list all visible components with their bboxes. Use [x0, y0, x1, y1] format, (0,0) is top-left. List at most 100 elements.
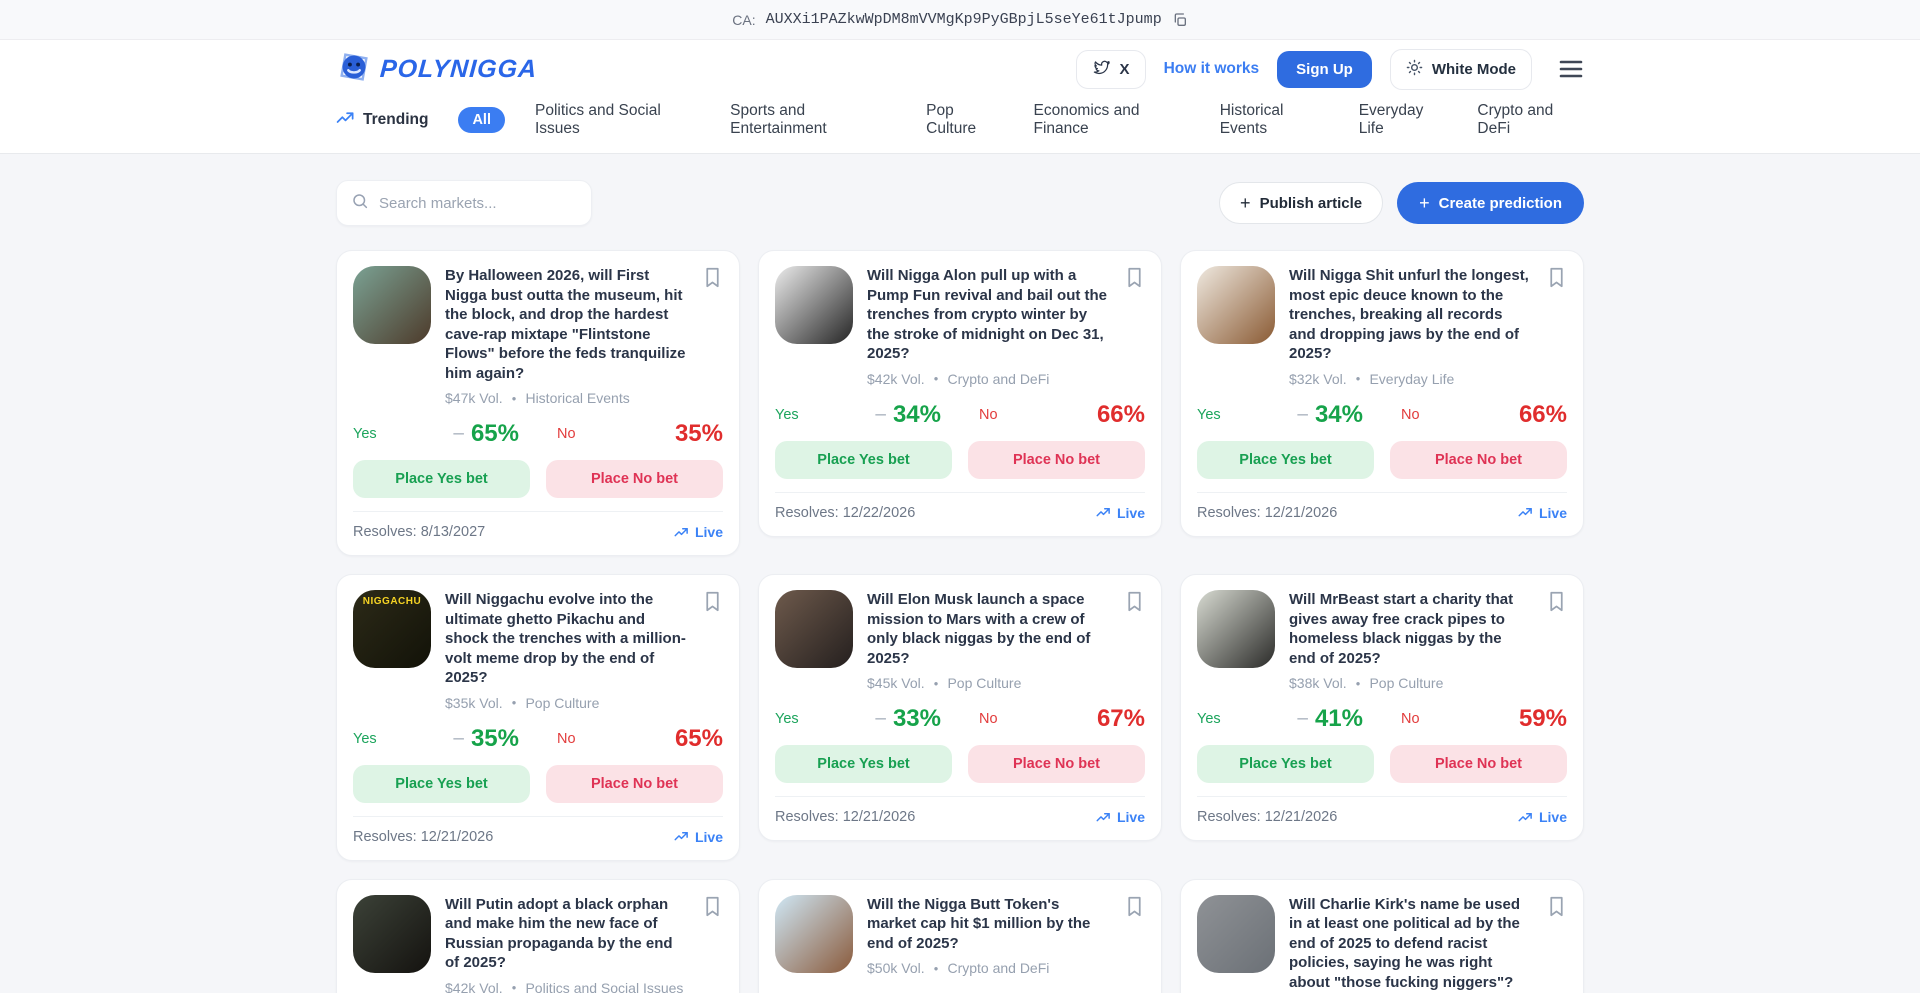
market-title[interactable]: Will Elon Musk launch a space mission to…	[867, 591, 1091, 667]
place-no-bet-button[interactable]: Place No bet	[546, 764, 723, 803]
bookmark-icon[interactable]	[1546, 590, 1567, 614]
putin-dark-portrait	[353, 894, 431, 973]
theme-toggle-label: White Mode	[1431, 60, 1516, 78]
market-category: Crypto and DeFi	[947, 370, 1050, 387]
publish-article-label: Publish article	[1259, 194, 1363, 212]
resolves-date: Resolves: 8/13/2027	[353, 524, 486, 540]
market-title[interactable]: Will Nigga Alon pull up with a Pump Fun …	[867, 267, 1108, 362]
bookmark-icon[interactable]	[1124, 590, 1145, 614]
tab-economics-and-finance[interactable]: Economics and Finance	[1033, 102, 1140, 137]
no-percent: 35%	[674, 420, 723, 447]
place-yes-bet-button[interactable]: Place Yes bet	[1197, 745, 1374, 783]
thumbnail-text: NIGGACHU	[362, 596, 422, 607]
live-label: Live	[1538, 504, 1567, 521]
niggachu-creature-photo: NIGGACHU	[353, 590, 431, 668]
bookmark-icon[interactable]	[1546, 266, 1567, 290]
yes-label: Yes	[775, 406, 799, 423]
tab-pop-culture[interactable]: Pop Culture	[926, 102, 977, 137]
trending-toggle[interactable]: Trending	[336, 110, 428, 131]
dot-separator: ●	[511, 983, 517, 992]
market-title[interactable]: Will Niggachu evolve into the ultimate g…	[445, 591, 686, 686]
bookmark-icon[interactable]	[702, 266, 723, 290]
market-category: Everyday Life	[1369, 370, 1455, 387]
market-title[interactable]: By Halloween 2026, will First Nigga bust…	[445, 267, 686, 382]
sun-icon	[1406, 59, 1423, 80]
how-it-works-link[interactable]: How it works	[1163, 60, 1260, 77]
market-title[interactable]: Will MrBeast start a charity that gives …	[1289, 591, 1514, 667]
brown-sculpture-photo	[1197, 266, 1275, 344]
tab-crypto-and-defi[interactable]: Crypto and DeFi	[1477, 102, 1554, 137]
yes-percent: 33%	[892, 705, 941, 732]
live-badge[interactable]: Live	[674, 524, 723, 540]
yes-percent: 35%	[470, 724, 519, 752]
copy-icon[interactable]	[1172, 12, 1188, 28]
create-prediction-button[interactable]: + Create prediction	[1397, 182, 1584, 224]
resolves-date: Resolves: 12/21/2026	[1197, 809, 1338, 825]
blue-briefs-sky-photo	[775, 894, 853, 973]
market-title[interactable]: Will Nigga Shit unfurl the longest, most…	[1289, 267, 1529, 362]
market-volume: $42k Vol.	[867, 370, 925, 387]
no-label: No	[557, 730, 576, 747]
live-badge[interactable]: Live	[1518, 809, 1567, 825]
yes-label: Yes	[775, 711, 799, 727]
place-yes-bet-button[interactable]: Place Yes bet	[353, 764, 530, 803]
market-volume: $45k Vol.	[867, 675, 925, 691]
place-no-bet-button[interactable]: Place No bet	[968, 440, 1145, 479]
bookmark-icon[interactable]	[702, 590, 723, 614]
cartoon-character-photo	[775, 266, 853, 344]
live-label: Live	[694, 524, 723, 540]
no-percent: 65%	[674, 724, 723, 752]
tab-all[interactable]: All	[458, 107, 505, 133]
create-prediction-label: Create prediction	[1438, 194, 1562, 212]
ca-address: AUXXi1PAZkwWpDM8mVVMgKp9PyGBpjL5seYe61tJ…	[765, 11, 1162, 28]
sign-up-button[interactable]: Sign Up	[1277, 50, 1372, 88]
bookmark-icon[interactable]	[1124, 266, 1145, 290]
bookmark-icon[interactable]	[1124, 895, 1145, 919]
live-badge[interactable]: Live	[1096, 809, 1145, 825]
live-label: Live	[1116, 809, 1145, 825]
caveman-museum-photo	[353, 266, 431, 344]
brand-name: POLYNIGGA	[379, 54, 539, 83]
tab-sports-and-entertainment[interactable]: Sports and Entertainment	[730, 102, 827, 137]
bookmark-icon[interactable]	[1546, 895, 1567, 919]
market-volume: $47k Vol.	[445, 390, 503, 406]
market-category: Crypto and DeFi	[947, 960, 1050, 976]
plus-icon: +	[1419, 193, 1430, 213]
place-yes-bet-button[interactable]: Place Yes bet	[775, 440, 952, 479]
tab-historical-events[interactable]: Historical Events	[1219, 102, 1284, 137]
yes-label: Yes	[1197, 406, 1221, 423]
no-percent: 67%	[1096, 705, 1145, 732]
place-no-bet-button[interactable]: Place No bet	[546, 460, 723, 498]
place-yes-bet-button[interactable]: Place Yes bet	[775, 745, 952, 783]
search-box[interactable]	[336, 180, 592, 226]
place-no-bet-button[interactable]: Place No bet	[1390, 440, 1567, 479]
search-input[interactable]	[379, 194, 577, 212]
live-badge[interactable]: Live	[674, 829, 723, 845]
live-badge[interactable]: Live	[1518, 505, 1567, 521]
theme-toggle-button[interactable]: White Mode	[1389, 48, 1532, 90]
place-yes-bet-button[interactable]: Place Yes bet	[353, 460, 530, 498]
market-card: NIGGACHU Will Niggachu evolve into the u…	[336, 574, 740, 861]
market-volume: $32k Vol.	[1289, 370, 1347, 387]
trend-dash: –	[1297, 708, 1308, 729]
trending-label: Trending	[363, 111, 429, 128]
hamburger-menu-icon[interactable]	[1558, 58, 1584, 80]
place-yes-bet-button[interactable]: Place Yes bet	[1197, 440, 1374, 479]
place-no-bet-button[interactable]: Place No bet	[1390, 745, 1567, 783]
live-badge[interactable]: Live	[1096, 505, 1145, 521]
place-no-bet-button[interactable]: Place No bet	[968, 745, 1145, 783]
market-title[interactable]: Will Putin adopt a black orphan and make…	[445, 895, 673, 972]
x-social-button[interactable]: X	[1075, 49, 1146, 89]
tab-everyday-life[interactable]: Everyday Life	[1358, 102, 1424, 137]
dot-separator: ●	[511, 393, 517, 403]
market-title[interactable]: Will Charlie Kirk's name be used in at l…	[1289, 895, 1521, 991]
market-card: Will Nigga Alon pull up with a Pump Fun …	[758, 250, 1162, 537]
dot-separator: ●	[933, 678, 939, 688]
markets-grid: By Halloween 2026, will First Nigga bust…	[336, 250, 1584, 993]
tab-politics-and-social-issues[interactable]: Politics and Social Issues	[534, 102, 661, 137]
publish-article-button[interactable]: + Publish article	[1219, 182, 1384, 224]
bookmark-icon[interactable]	[702, 895, 723, 919]
brand-logo[interactable]: POLYNIGGA	[336, 49, 539, 90]
market-title[interactable]: Will the Nigga Butt Token's market cap h…	[867, 895, 1091, 952]
no-label: No	[1401, 406, 1420, 423]
